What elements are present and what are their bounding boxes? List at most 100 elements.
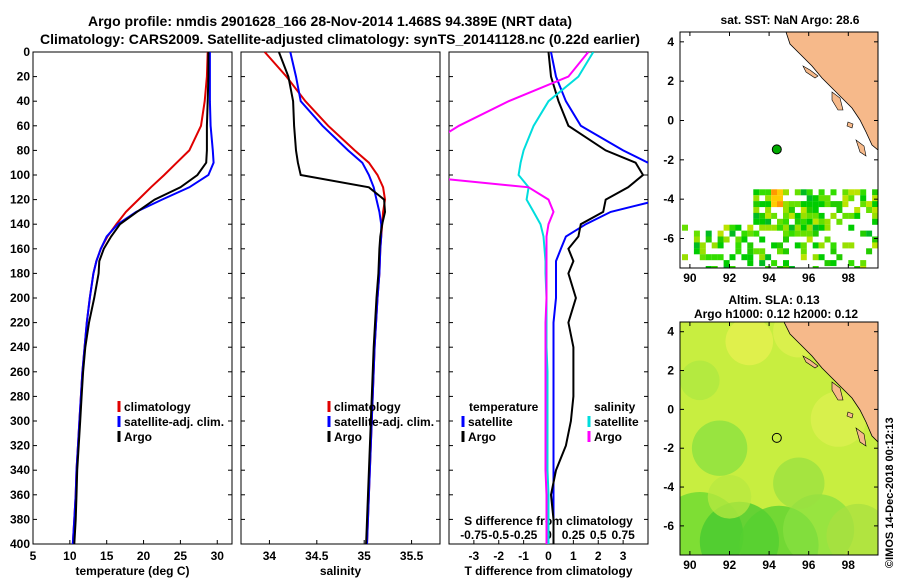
sst-cell bbox=[765, 207, 772, 213]
title-line-1: Argo profile: nmdis 2901628_166 28-Nov-2… bbox=[88, 13, 572, 29]
sst-cell bbox=[872, 201, 878, 208]
sst-cell bbox=[818, 212, 825, 219]
series-argo bbox=[277, 52, 387, 544]
sla-blob bbox=[826, 503, 878, 555]
sst-cell bbox=[771, 212, 778, 219]
s-tick-label: 0.5 bbox=[590, 528, 607, 542]
sst-cell bbox=[854, 266, 861, 268]
sst-cell bbox=[693, 242, 700, 249]
sst-cell bbox=[717, 230, 724, 237]
sla-map-title-1: Altim. SLA: 0.13 bbox=[728, 293, 820, 307]
sst-cell bbox=[705, 266, 712, 268]
sst-cell bbox=[836, 201, 843, 208]
sst-cell bbox=[812, 230, 819, 237]
sla-blob bbox=[680, 360, 720, 401]
sst-cell bbox=[866, 230, 873, 237]
sst-cell bbox=[759, 248, 766, 255]
map-x-tick-label: 98 bbox=[842, 558, 856, 572]
y-tick-label: 400 bbox=[10, 537, 30, 551]
sst-cell bbox=[842, 212, 849, 219]
sst-cell bbox=[759, 236, 766, 243]
series-climatology bbox=[71, 52, 209, 544]
sst-cell bbox=[860, 230, 867, 237]
sst-cell bbox=[842, 242, 849, 249]
temperature-panel: 0 20 40 60 80 100 120 140 160 180 200 220 240 260 280 3… bbox=[10, 45, 233, 578]
sst-cell bbox=[759, 254, 766, 261]
sst-cell bbox=[794, 242, 801, 249]
sst-cell bbox=[806, 189, 813, 196]
sst-cell bbox=[872, 218, 878, 225]
x-tick-label: 10 bbox=[63, 549, 77, 563]
legend-label: climatology bbox=[334, 400, 401, 414]
y-tick-label: 360 bbox=[10, 488, 30, 502]
sst-cell bbox=[812, 242, 819, 249]
sst-cell bbox=[854, 189, 861, 196]
legend-label: Argo bbox=[468, 430, 496, 444]
s-tick-label: -0.5 bbox=[488, 528, 509, 542]
sst-cell bbox=[794, 230, 801, 237]
sst-cell bbox=[806, 201, 813, 208]
legend-label: satellite-adj. clim. bbox=[124, 415, 224, 429]
series-climatology bbox=[263, 52, 387, 544]
legend-label: climatology bbox=[124, 400, 191, 414]
series-t-argo bbox=[547, 52, 645, 544]
y-tick-label: 300 bbox=[10, 414, 30, 428]
sst-cell bbox=[848, 189, 855, 196]
y-tick-label: 80 bbox=[17, 143, 31, 157]
sst-cell bbox=[747, 242, 754, 249]
sst-cell bbox=[705, 236, 712, 243]
map-x-tick-label: 96 bbox=[802, 558, 816, 572]
map-y-tick-label: 4 bbox=[667, 35, 674, 49]
sst-cell bbox=[741, 254, 748, 261]
sst-cell bbox=[848, 195, 855, 202]
y-tick-label: 160 bbox=[10, 242, 30, 256]
sst-cell bbox=[783, 236, 789, 243]
map-y-tick-label: -2 bbox=[663, 441, 674, 455]
sst-cell bbox=[806, 212, 813, 219]
sst-cells bbox=[682, 189, 878, 268]
sst-cell bbox=[699, 248, 706, 255]
title-line-2: Climatology: CARS2009. Satellite-adjuste… bbox=[40, 31, 640, 47]
sst-cell bbox=[860, 201, 867, 208]
map-y-tick-label: -6 bbox=[663, 232, 674, 246]
sst-cell bbox=[800, 201, 807, 208]
sst-cell bbox=[794, 212, 801, 219]
sla-blob bbox=[707, 475, 752, 519]
legend-label: satellite-adj. clim. bbox=[334, 415, 434, 429]
sst-cell bbox=[866, 207, 873, 213]
sst-cell bbox=[872, 236, 878, 243]
legend-title-temperature: temperature bbox=[469, 400, 539, 414]
sst-map-title: sat. SST: NaN Argo: 28.6 bbox=[721, 13, 860, 27]
x-tick-label: 30 bbox=[211, 549, 225, 563]
y-tick-label: 140 bbox=[10, 217, 30, 231]
map-x-tick-label: 98 bbox=[842, 271, 856, 285]
sst-cell bbox=[747, 230, 754, 237]
sst-cell bbox=[783, 260, 789, 267]
sla-map-frame bbox=[679, 321, 879, 556]
sst-cell bbox=[753, 207, 760, 213]
s-tick-label: -0.25 bbox=[510, 528, 538, 542]
y-tick-label: 380 bbox=[10, 512, 30, 526]
x-tick-label: 34.5 bbox=[305, 549, 329, 563]
s-tick-label: -0.75 bbox=[460, 528, 488, 542]
y-tick-label: 200 bbox=[10, 291, 30, 305]
map-x-tick-label: 96 bbox=[802, 271, 816, 285]
sst-cell bbox=[866, 248, 873, 255]
sst-cell bbox=[759, 212, 766, 219]
difference-panel: -3 -2 -1 0 1 2 3-0.75 -0.5 -0.25 0 0.25 0.5 0.75S di… bbox=[448, 51, 649, 578]
sst-cell bbox=[848, 242, 855, 249]
sst-cell bbox=[788, 224, 795, 231]
series-satellite-adj-clim- bbox=[289, 52, 383, 544]
sst-cell bbox=[711, 266, 718, 268]
sst-cell bbox=[824, 201, 831, 208]
sst-cell bbox=[872, 212, 878, 219]
sst-cell bbox=[765, 266, 772, 268]
salinity-xlabel: salinity bbox=[320, 564, 362, 578]
sst-cell bbox=[783, 201, 789, 208]
sst-cell bbox=[747, 224, 754, 231]
legend-label: satellite bbox=[468, 415, 513, 429]
x-tick-label: 2 bbox=[595, 549, 602, 563]
legend-title-salinity: salinity bbox=[594, 400, 636, 414]
y-tick-label: 0 bbox=[23, 45, 30, 59]
sst-cell bbox=[717, 242, 724, 249]
